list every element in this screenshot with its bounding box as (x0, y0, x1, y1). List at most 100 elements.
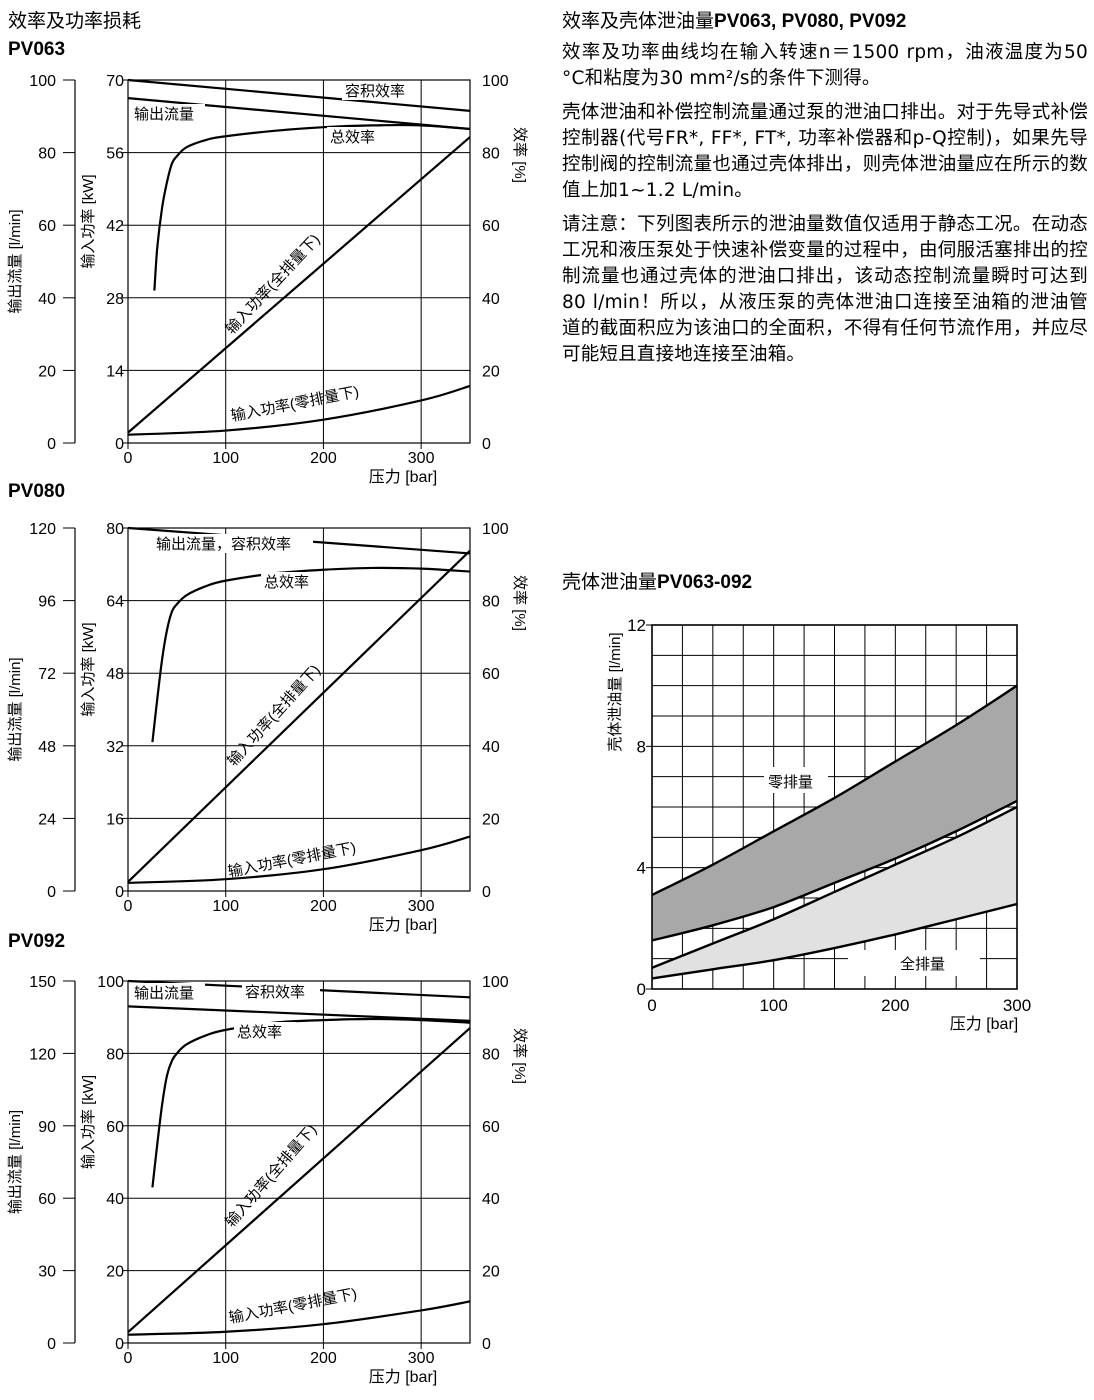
efficiency-tick-label: 0 (482, 436, 491, 453)
leak-chart-heading: 壳体泄油量PV063-092 (562, 571, 752, 594)
flow-tick-label: 48 (38, 739, 56, 756)
chart-title: PV080 (8, 481, 65, 502)
power-tick-label: 32 (106, 739, 124, 756)
x-axis-label: 压力 [bar] (950, 1015, 1018, 1033)
series-label-bg (342, 81, 420, 100)
flow-tick-label: 150 (29, 974, 56, 991)
x-tick-label: 100 (212, 1350, 239, 1367)
efficiency-tick-label: 80 (482, 594, 500, 611)
series-label-bg (153, 534, 313, 553)
efficiency-tick-label: 60 (482, 1119, 500, 1136)
x-tick-label: 100 (212, 450, 239, 467)
power-axis-label: 输入功率 [kW] (80, 174, 97, 268)
flow-tick-label: 24 (38, 811, 56, 828)
series-label: 总效率 (264, 574, 309, 591)
flow-axis-label: 输出流量 [l/min] (7, 1110, 24, 1214)
power-tick-label: 70 (106, 73, 124, 90)
band-upper-line-1 (651, 805, 1018, 969)
series-label: 输出流量 (134, 985, 194, 1002)
series-label-bg (242, 982, 320, 1001)
flow-axis-label: 输出流量 [l/min] (7, 657, 24, 761)
efficiency-tick-label: 20 (482, 1264, 500, 1281)
series-line-3 (127, 136, 471, 434)
series-label: 输入功率(全排量下) (224, 661, 324, 770)
flow-tick-label: 80 (38, 146, 56, 163)
power-tick-label: 0 (115, 436, 124, 453)
efficiency-tick-label: 80 (482, 1046, 500, 1063)
y-tick-label: 4 (637, 859, 646, 878)
flow-tick-label: 60 (38, 1191, 56, 1208)
description: 效率及功率曲线均在输入转速n＝1500 rpm，油液温度为50 °C和粘度为30… (562, 40, 1088, 368)
series-label-bg (234, 1022, 296, 1041)
series-label-bg (764, 767, 828, 793)
section-heading: 效率及功率损耗 (8, 10, 142, 32)
flow-tick-label: 40 (38, 291, 56, 308)
series-line-1 (127, 97, 471, 131)
y-tick-label: 8 (637, 737, 646, 756)
x-tick-label: 200 (310, 450, 337, 467)
flow-tick-label: 30 (38, 1264, 56, 1281)
x-axis-label: 压力 [bar] (369, 1368, 437, 1386)
power-axis-label: 输入功率 [kW] (80, 622, 97, 716)
efficiency-axis-label: 效率 [%] (511, 575, 528, 631)
series-label-bg (131, 983, 205, 1002)
series-label-bg (131, 104, 205, 123)
y-tick-label: 0 (637, 980, 646, 999)
paragraph-conditions: 效率及功率曲线均在输入转速n＝1500 rpm，油液温度为50 °C和粘度为30… (562, 42, 1088, 89)
series-label: 容积效率 (245, 984, 305, 1001)
band-upper-line-0 (651, 684, 1018, 897)
x-tick-label: 0 (124, 450, 133, 467)
series-label-bg (261, 572, 323, 591)
power-tick-label: 16 (106, 811, 124, 828)
series-label-full: 全排量 (900, 955, 945, 973)
flow-tick-label: 60 (38, 218, 56, 235)
x-tick-label: 200 (310, 1350, 337, 1367)
series-line-4 (127, 384, 471, 436)
series-line-4 (127, 1300, 471, 1336)
power-tick-label: 80 (106, 1046, 124, 1063)
leak-heading-model: PV063-092 (657, 572, 753, 593)
power-tick-label: 28 (106, 291, 124, 308)
efficiency-tick-label: 100 (482, 521, 509, 538)
power-tick-label: 48 (106, 666, 124, 683)
series-line-2 (153, 123, 471, 291)
plot-frame (127, 527, 471, 892)
series-label-bg (327, 127, 389, 146)
series-label: 总效率 (237, 1024, 282, 1041)
flow-tick-label: 20 (38, 363, 56, 380)
efficiency-tick-label: 20 (482, 811, 500, 828)
x-tick-label: 0 (647, 996, 656, 1015)
flow-tick-label: 0 (47, 884, 56, 901)
efficiency-tick-label: 0 (482, 1336, 491, 1353)
efficiency-tick-label: 40 (482, 1191, 500, 1208)
band-lower-line-1 (651, 902, 1018, 980)
series-label-bg (848, 950, 980, 976)
series-label: 输入功率(零排量下) (227, 839, 358, 880)
series-label-zero: 零排量 (768, 774, 813, 791)
series-line-1 (127, 1005, 471, 1022)
power-axis-label: 输入功率 [kW] (80, 1075, 97, 1169)
y-axis-label: 壳体泄油量 [l/min] (607, 632, 624, 751)
plot-frame (127, 980, 471, 1344)
chart-title: PV063 (8, 39, 65, 60)
series-label: 总效率 (330, 129, 375, 146)
series-line-2 (127, 549, 471, 883)
efficiency-tick-label: 20 (482, 363, 500, 380)
band-lower-line-0 (651, 799, 1018, 942)
series-line-1 (151, 566, 471, 743)
x-axis-label: 压力 [bar] (369, 916, 437, 934)
efficiency-axis-label: 效率 [%] (511, 127, 528, 183)
power-tick-label: 0 (115, 1336, 124, 1353)
band-0 (652, 685, 1017, 941)
power-tick-label: 64 (106, 594, 124, 611)
series-line-2 (151, 1017, 471, 1188)
efficiency-tick-label: 40 (482, 291, 500, 308)
efficiency-tick-label: 80 (482, 146, 500, 163)
power-tick-label: 42 (106, 218, 124, 235)
series-label: 输出流量，容积效率 (156, 536, 291, 553)
series-line-3 (127, 1027, 471, 1333)
power-tick-label: 40 (106, 1191, 124, 1208)
x-tick-label: 300 (1003, 996, 1031, 1015)
